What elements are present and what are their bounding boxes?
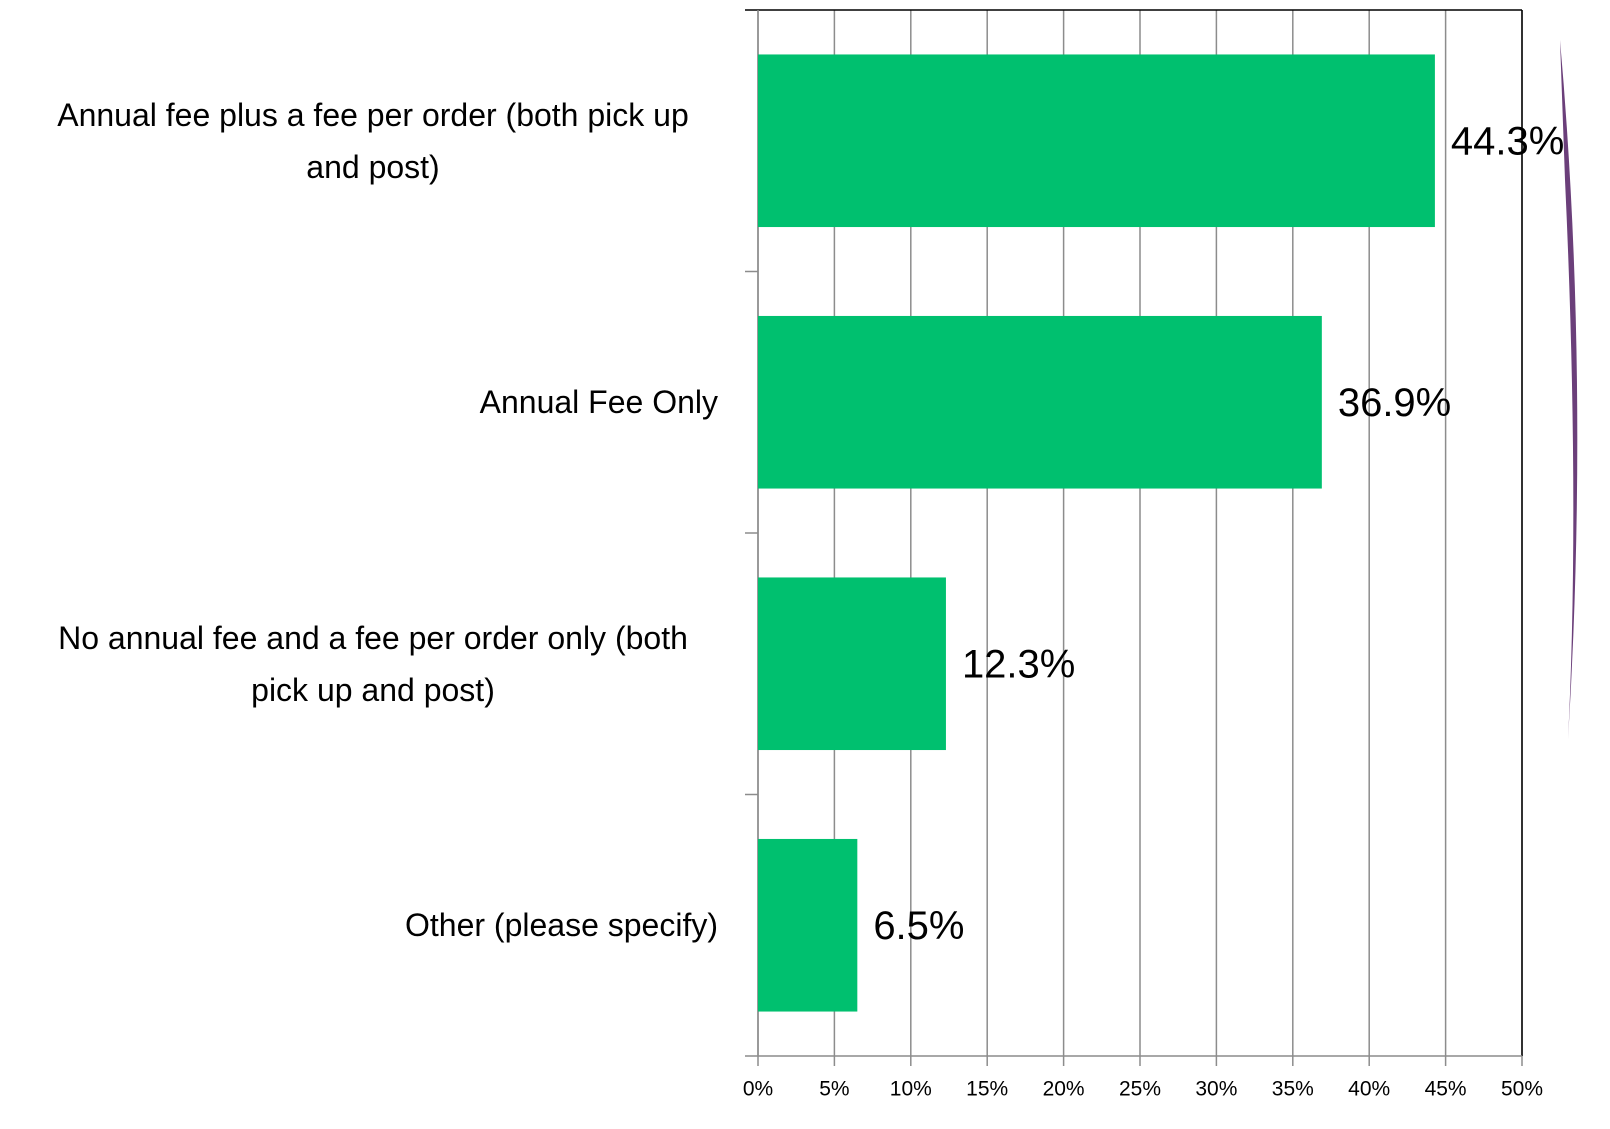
category-label: Other (please specify) <box>405 899 718 951</box>
category-label: Annual fee plus a fee per order (both pi… <box>28 89 718 193</box>
x-tick-label: 25% <box>1119 1078 1161 1101</box>
x-tick-label: 45% <box>1425 1078 1467 1101</box>
data-label: 12.3% <box>962 642 1075 686</box>
x-tick-label: 5% <box>819 1078 849 1101</box>
x-tick-label: 10% <box>890 1078 932 1101</box>
category-label: Annual Fee Only <box>480 376 718 428</box>
bar <box>758 54 1435 227</box>
x-tick-label: 30% <box>1195 1078 1237 1101</box>
x-tick-label: 50% <box>1501 1078 1543 1101</box>
x-tick-label: 0% <box>743 1078 773 1101</box>
bar <box>758 577 946 750</box>
x-tick-label: 35% <box>1272 1078 1314 1101</box>
data-label: 36.9% <box>1338 381 1451 425</box>
bar <box>758 316 1322 489</box>
data-label: 6.5% <box>873 904 964 948</box>
x-tick-label: 20% <box>1043 1078 1085 1101</box>
page: {"chart_data": {"type": "bar", "orientat… <box>0 0 1610 1129</box>
bar <box>758 839 857 1012</box>
category-label: No annual fee and a fee per order only (… <box>28 612 718 716</box>
x-tick-label: 15% <box>966 1078 1008 1101</box>
x-tick-label: 40% <box>1348 1078 1390 1101</box>
data-label: 44.3% <box>1451 119 1564 163</box>
